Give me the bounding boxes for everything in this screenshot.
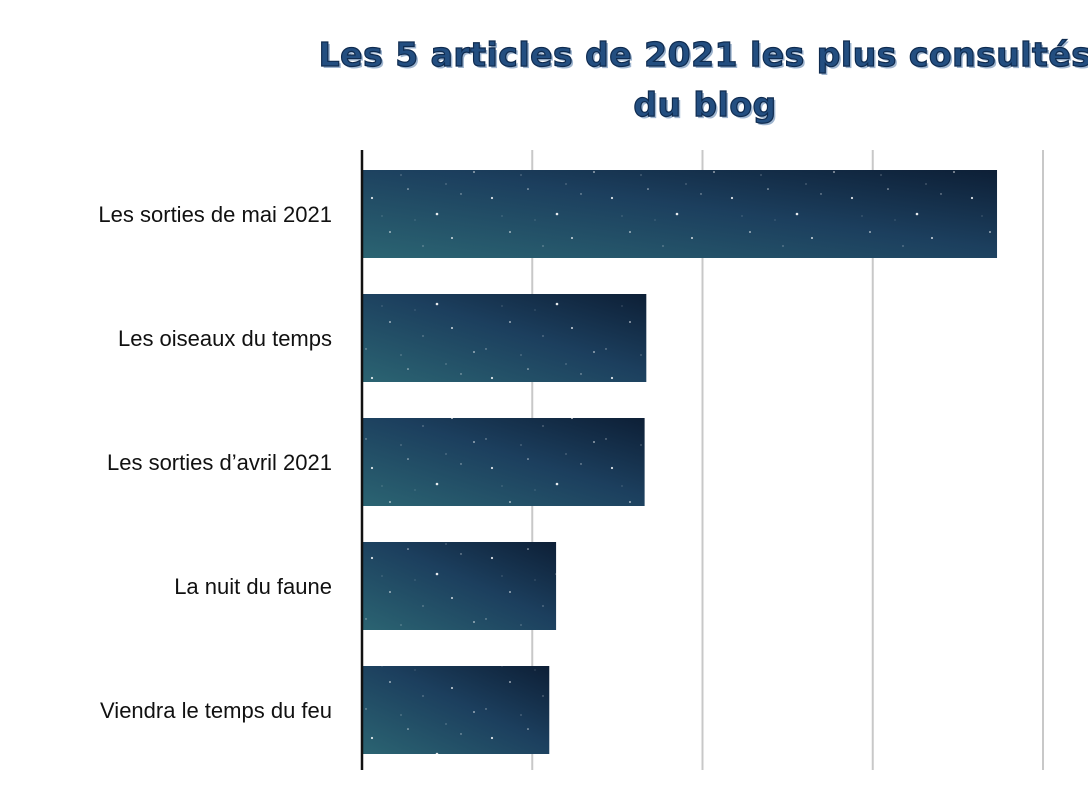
bar-4	[362, 542, 557, 630]
bars	[362, 170, 998, 754]
chart-title: Les 5 articles de 2021 les plus consulté…	[318, 34, 1088, 124]
bar-stars-texture	[362, 294, 647, 382]
bar-1	[362, 170, 998, 258]
bar-stars-texture	[362, 666, 550, 754]
category-label: Les sorties de mai 2021	[98, 202, 332, 227]
bar-stars-texture	[362, 418, 645, 506]
bar-3	[362, 418, 645, 506]
category-label: Viendra le temps du feu	[100, 698, 332, 723]
bar-stars-texture	[362, 170, 998, 258]
category-labels: Les sorties de mai 2021 Les oiseaux du te…	[98, 202, 332, 723]
bar-stars-texture	[362, 542, 557, 630]
category-label: Les oiseaux du temps	[118, 326, 332, 351]
bar-5	[362, 666, 550, 754]
category-label: Les sorties d’avril 2021	[107, 450, 332, 475]
bar-2	[362, 294, 647, 382]
category-label: La nuit du faune	[174, 574, 332, 599]
